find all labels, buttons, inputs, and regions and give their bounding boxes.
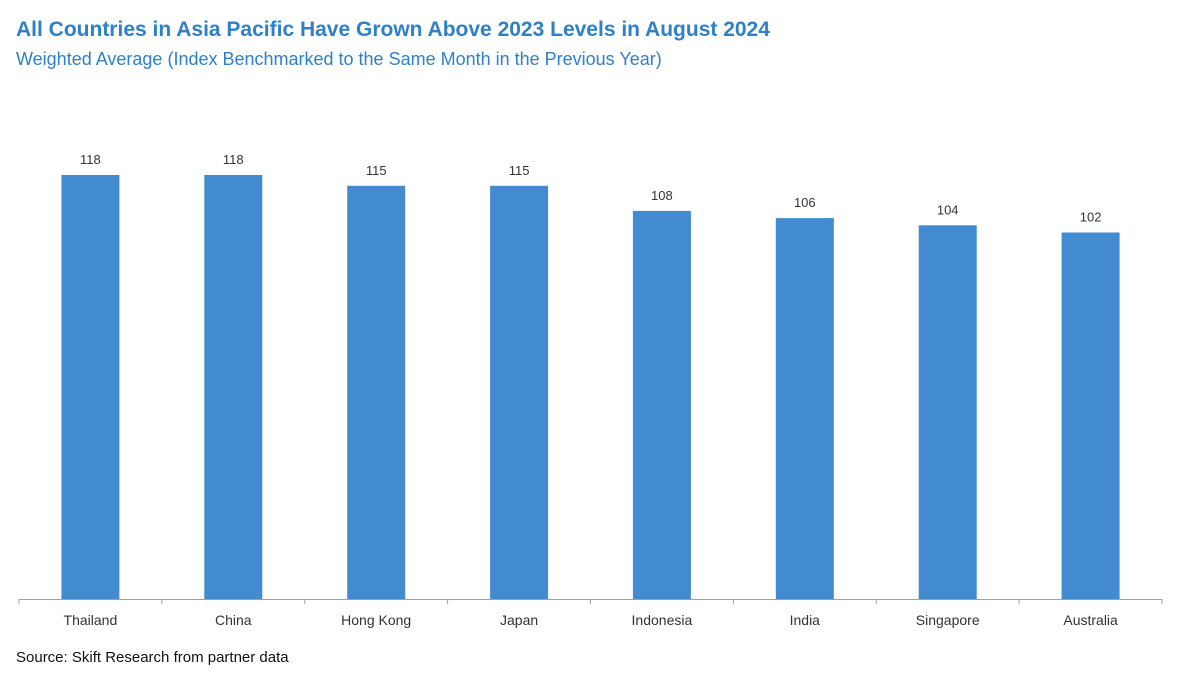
data-label: 106	[794, 195, 816, 210]
category-label: Japan	[500, 612, 538, 628]
category-label: Indonesia	[632, 612, 693, 628]
bar-singapore	[918, 225, 977, 600]
category-label: Australia	[1063, 612, 1118, 628]
bars-group	[61, 175, 1120, 600]
bar-australia	[1061, 232, 1120, 599]
data-label: 115	[509, 163, 530, 178]
data-label: 102	[1080, 210, 1102, 225]
data-label: 104	[937, 202, 959, 217]
chart-title: All Countries in Asia Pacific Have Grown…	[16, 18, 770, 41]
category-label: Thailand	[64, 612, 118, 628]
bar-hong-kong	[347, 185, 406, 600]
bar-thailand	[61, 175, 120, 599]
category-labels-group: Thailand China Hong Kong Japan Indonesia Indi…	[64, 612, 1118, 628]
data-label: 118	[80, 152, 101, 167]
source-note: Source: Skift Research from partner data	[16, 649, 289, 666]
data-label: 115	[366, 163, 387, 178]
data-label: 108	[651, 188, 673, 203]
category-label: China	[215, 612, 252, 628]
category-label: Hong Kong	[341, 612, 411, 628]
chart-subtitle: Weighted Average (Index Benchmarked to t…	[16, 49, 662, 69]
x-axis	[18, 599, 1163, 604]
data-label: 118	[223, 152, 244, 167]
bar-china	[204, 175, 263, 599]
category-label: Singapore	[916, 612, 980, 628]
bar-japan	[490, 185, 549, 600]
category-label: India	[790, 612, 821, 628]
value-labels-group: 118 118 115 115 108 106 104 102	[80, 152, 1101, 225]
bar-indonesia	[632, 210, 691, 599]
bar-india	[775, 218, 834, 599]
